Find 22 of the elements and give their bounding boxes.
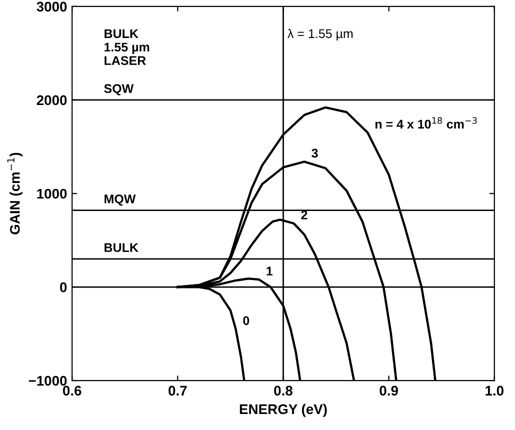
annotation: BULK 1.55 µm LASER (104, 29, 150, 66)
y-tick-label: 1000 (37, 188, 67, 199)
x-tick-label: 0.6 (62, 386, 82, 396)
ref-line-label: BULK (104, 243, 138, 252)
annotation: 0 (243, 316, 250, 326)
x-tick-label: 0.8 (274, 386, 292, 396)
annotation: λ = 1.55 µm (288, 28, 353, 41)
y-tick-label: 2000 (36, 95, 67, 106)
x-tick-label: 0.7 (168, 386, 187, 396)
y-tick-label: 3000 (36, 2, 67, 12)
ref-line-label: MQW (104, 194, 136, 206)
y-axis-title: GAIN (cm$^{−1}$) (7, 152, 23, 234)
x-tick-label: 1.0 (486, 386, 504, 396)
x-tick-label: 0.9 (380, 386, 398, 396)
y-tick-label: −1000 (28, 376, 67, 386)
y-tick-label: 0 (60, 282, 67, 292)
annotation: 2 (301, 210, 308, 220)
x-axis-title: ENERGY (eV) (240, 404, 327, 417)
annotation: 1 (266, 266, 273, 276)
annotation: 3 (312, 148, 318, 158)
ref-line-label: SQW (104, 84, 134, 96)
annotation: n = 4 x 10$^{18}$ cm$^{−3}$ (375, 117, 477, 129)
